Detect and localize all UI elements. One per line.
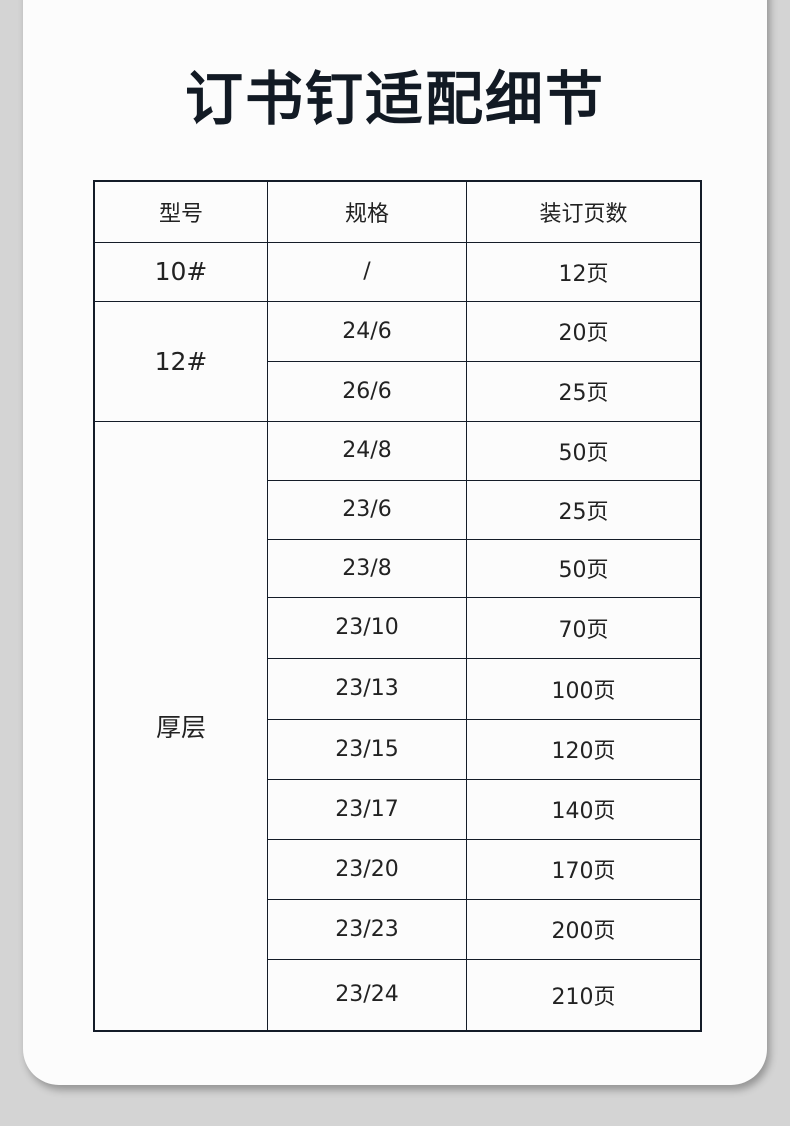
pages-cell: 120页	[466, 718, 702, 780]
spec-cell: 23/15	[267, 718, 467, 780]
pages-cell: 170页	[466, 838, 702, 900]
table-row: 23/23 200页	[94, 898, 702, 960]
table-row: 23/13 100页	[94, 657, 702, 720]
pages-cell: 20页	[466, 300, 702, 362]
pages-cell: 200页	[466, 898, 702, 960]
table-row: 23/10 70页	[94, 596, 702, 659]
header-pages: 装订页数	[466, 180, 702, 243]
spec-cell: 23/6	[267, 479, 467, 540]
table-row: 23/8 50页	[94, 538, 702, 598]
spec-cell: 23/17	[267, 778, 467, 840]
pages-cell: 12页	[466, 241, 702, 302]
pages-cell: 210页	[466, 958, 702, 1032]
spec-cell: 23/13	[267, 657, 467, 720]
header-model: 型号	[93, 180, 268, 243]
pages-cell: 70页	[466, 596, 702, 659]
table-row: 23/6 25页	[94, 479, 702, 540]
table-row: 12# 24/6 20页	[93, 300, 702, 422]
spec-cell: 24/8	[267, 420, 467, 481]
spec-cell: /	[267, 241, 467, 302]
spec-cell: 23/24	[267, 958, 467, 1032]
pages-cell: 50页	[466, 538, 702, 598]
header-spec: 规格	[267, 180, 467, 243]
table-row: 23/17 140页	[94, 778, 702, 840]
table-row: 10#/12页	[93, 241, 702, 302]
table-row: 23/15 120页	[94, 718, 702, 780]
table-row: 厚层 24/8 50页	[93, 420, 702, 1032]
pages-cell: 50页	[466, 420, 702, 481]
spec-cell: 23/20	[267, 838, 467, 900]
spec-cell: 23/8	[267, 538, 467, 598]
model-cell: 10#	[93, 241, 268, 302]
spec-cell: 23/10	[267, 596, 467, 659]
model-cell: 12#	[93, 300, 268, 422]
spec-cell: 23/23	[267, 898, 467, 960]
staple-spec-table: 型号 规格 装订页数 10#/12页 12# 24/6 20页 26/6 25页 厚层 24/…	[93, 180, 702, 1032]
table-row: 23/20 170页	[94, 838, 702, 900]
spec-cell: 24/6	[267, 300, 467, 362]
pages-cell: 140页	[466, 778, 702, 840]
page-title: 订书钉适配细节	[184, 65, 605, 133]
pages-cell: 100页	[466, 657, 702, 720]
model-cell: 厚层	[93, 420, 268, 1032]
table-row: 23/24 210页	[94, 958, 702, 1032]
spec-cell: 26/6	[267, 360, 467, 422]
table-header-row: 型号 规格 装订页数	[93, 180, 702, 243]
pages-cell: 25页	[466, 479, 702, 540]
pages-cell: 25页	[466, 360, 702, 422]
